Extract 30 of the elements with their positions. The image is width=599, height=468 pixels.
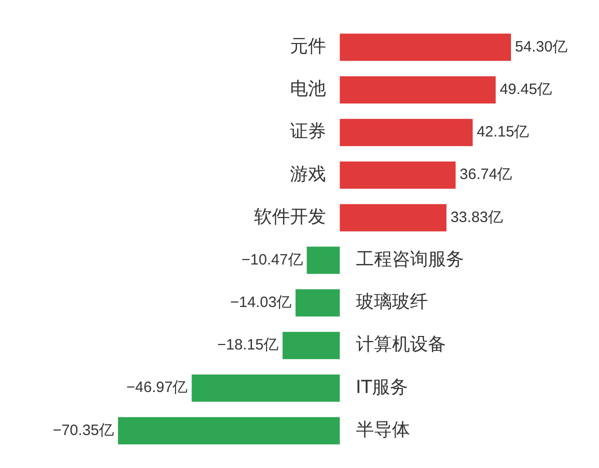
y-tick-label: 电池 <box>290 78 326 100</box>
data-label: 36.74亿 <box>460 166 512 184</box>
bar <box>306 246 340 274</box>
bar <box>340 34 511 61</box>
y-tick-label: 元件 <box>290 36 326 57</box>
y-tick-label: 玻璃玻纤 <box>356 292 428 313</box>
bar <box>340 118 473 146</box>
data-label: −14.03亿 <box>230 294 292 312</box>
bar <box>340 76 496 104</box>
y-tick-label: 计算机设备 <box>356 334 446 356</box>
y-tick-label: IT服务 <box>356 376 408 398</box>
y-tick-label: 工程咨询服务 <box>356 248 464 270</box>
bar <box>282 332 340 360</box>
data-label: −10.47亿 <box>241 251 303 268</box>
bar <box>340 204 446 232</box>
data-label: 33.83亿 <box>450 208 504 226</box>
data-label: −70.35亿 <box>52 422 114 439</box>
y-tick-label: 证券 <box>290 121 326 142</box>
bar <box>192 374 340 402</box>
bar <box>340 161 456 189</box>
data-label: −18.15亿 <box>217 336 279 354</box>
y-tick-label: 软件开发 <box>254 206 326 228</box>
y-tick-label: 游戏 <box>290 164 326 185</box>
data-label: 49.45亿 <box>500 81 552 98</box>
bar <box>296 289 340 317</box>
data-label: 42.15亿 <box>476 124 530 141</box>
data-label: 54.30亿 <box>515 38 568 56</box>
data-label: −46.97亿 <box>126 379 188 396</box>
bar <box>118 417 340 444</box>
y-tick-label: 半导体 <box>356 419 410 440</box>
